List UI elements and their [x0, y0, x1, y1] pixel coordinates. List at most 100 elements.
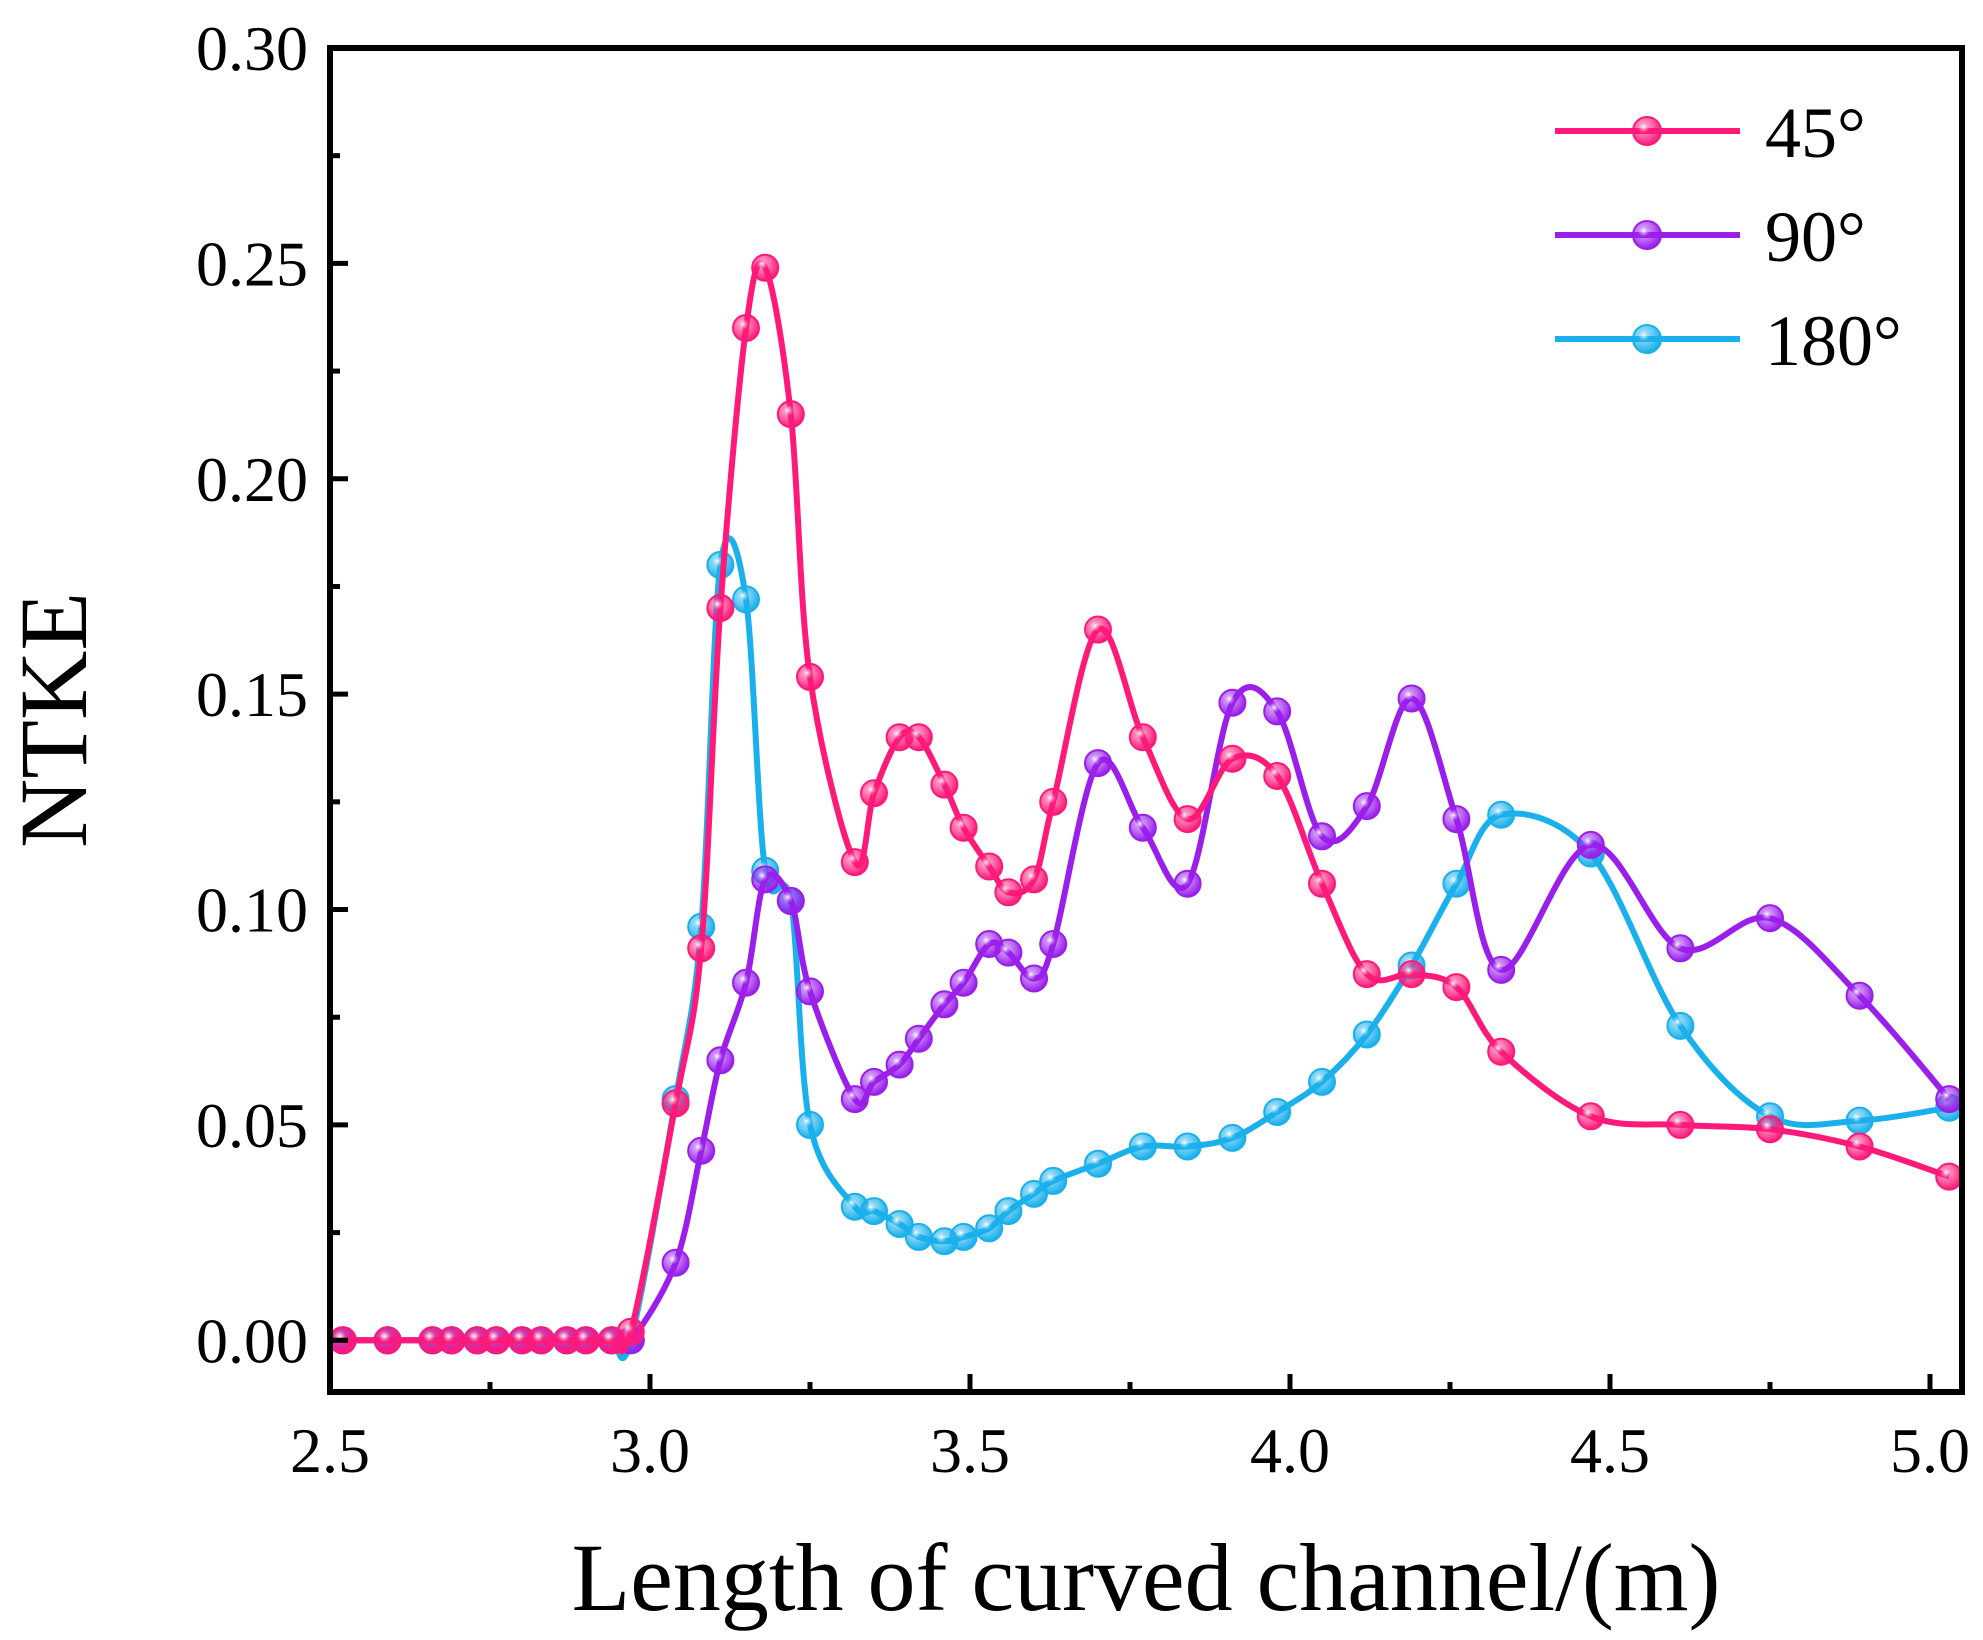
data-point [1173, 805, 1202, 834]
data-point [1084, 749, 1112, 778]
x-tick-label: 2.5 [290, 1415, 370, 1486]
data-point [1039, 787, 1068, 816]
data-point [885, 1210, 914, 1238]
data-point [1084, 1149, 1112, 1178]
data-point [1756, 904, 1784, 933]
data-point [949, 813, 978, 842]
data-point [1039, 930, 1068, 958]
data-point [975, 852, 1004, 881]
data-point [482, 1326, 511, 1355]
data-point [1666, 1011, 1695, 1040]
data-point [1397, 684, 1426, 713]
data-point [706, 594, 735, 622]
legend-marker [1632, 220, 1662, 250]
legend-item: 45° [1555, 93, 1866, 173]
data-point [994, 878, 1023, 907]
data-point [1263, 697, 1292, 726]
data-point [1128, 723, 1157, 752]
data-point [1352, 792, 1381, 821]
x-tick-label: 3.0 [610, 1415, 690, 1486]
legend-item: 180° [1555, 301, 1902, 381]
data-point [373, 1326, 402, 1355]
data-point [860, 1197, 888, 1226]
data-point [1352, 960, 1381, 989]
y-tick-label: 0.05 [196, 1090, 308, 1161]
data-point [1756, 1115, 1784, 1144]
legend-label: 45° [1765, 93, 1866, 173]
data-point [1352, 1020, 1381, 1049]
data-point [572, 1326, 600, 1355]
data-point [949, 1222, 978, 1251]
data-point [1845, 1106, 1874, 1135]
data-point [1308, 1067, 1336, 1096]
data-point [930, 770, 959, 799]
y-tick-label: 0.10 [196, 875, 308, 946]
legend-marker [1632, 116, 1662, 146]
y-tick-label: 0.25 [196, 228, 308, 299]
data-point [1128, 813, 1157, 842]
data-point [904, 1222, 933, 1251]
data-point [840, 1085, 869, 1114]
data-point [904, 1024, 933, 1053]
data-point [776, 400, 805, 429]
data-point [1442, 805, 1471, 834]
data-point [1308, 822, 1336, 851]
data-point [994, 938, 1023, 967]
data-point [1263, 762, 1292, 790]
data-point [930, 990, 959, 1019]
data-point [1576, 1102, 1605, 1131]
data-point [885, 1050, 914, 1079]
data-point [661, 1089, 690, 1118]
data-point [1308, 869, 1336, 898]
data-point [732, 314, 760, 342]
data-point [1666, 934, 1695, 963]
data-point [1218, 1123, 1247, 1152]
data-point [1173, 1132, 1202, 1161]
data-point [1487, 955, 1516, 984]
data-point [1666, 1110, 1695, 1139]
plot-frame [327, 45, 1965, 1395]
legend-label: 180° [1765, 301, 1902, 381]
ticks-layer: 2.5 3.0 3.5 4.0 4.5 5.0 0.00 0.05 0.10 0.15 0.20 0.… [196, 13, 1970, 1486]
y-tick-label: 0.30 [196, 13, 308, 84]
data-point [975, 1214, 1004, 1243]
x-tick-label: 5.0 [1890, 1415, 1970, 1486]
y-tick-label: 0.20 [196, 444, 308, 515]
data-point [732, 585, 760, 614]
data-point [796, 662, 824, 691]
data-point [904, 723, 933, 752]
data-point [1128, 1132, 1157, 1161]
x-tick-label: 3.5 [930, 1415, 1010, 1486]
data-point [1084, 615, 1112, 644]
data-point [1487, 800, 1516, 829]
y-tick-label: 0.15 [196, 659, 308, 730]
data-point [1020, 865, 1048, 894]
data-point [687, 1136, 716, 1165]
legend-label: 90° [1765, 197, 1866, 277]
data-point [796, 1110, 824, 1139]
data-point [1039, 1166, 1068, 1195]
data-point [1576, 830, 1605, 859]
data-point [860, 1067, 888, 1096]
legend-item: 90° [1555, 197, 1866, 277]
data-point [1263, 1098, 1292, 1126]
y-tick-label: 0.00 [196, 1305, 308, 1376]
data-point [776, 886, 805, 915]
data-point [1442, 973, 1471, 1002]
legend-marker [1632, 324, 1662, 354]
data-point [751, 253, 780, 282]
data-point [1442, 869, 1471, 898]
data-point [1935, 1085, 1964, 1114]
data-point [994, 1197, 1023, 1226]
data-point [796, 977, 824, 1006]
data-point [706, 1046, 735, 1075]
data-point [1218, 744, 1247, 773]
data-point [1845, 1132, 1874, 1161]
data-point [661, 1248, 690, 1277]
data-point [1845, 981, 1874, 1010]
data-point [949, 968, 978, 997]
series-0 [328, 253, 1964, 1355]
x-tick-label: 4.5 [1570, 1415, 1650, 1486]
data-point [751, 865, 780, 894]
